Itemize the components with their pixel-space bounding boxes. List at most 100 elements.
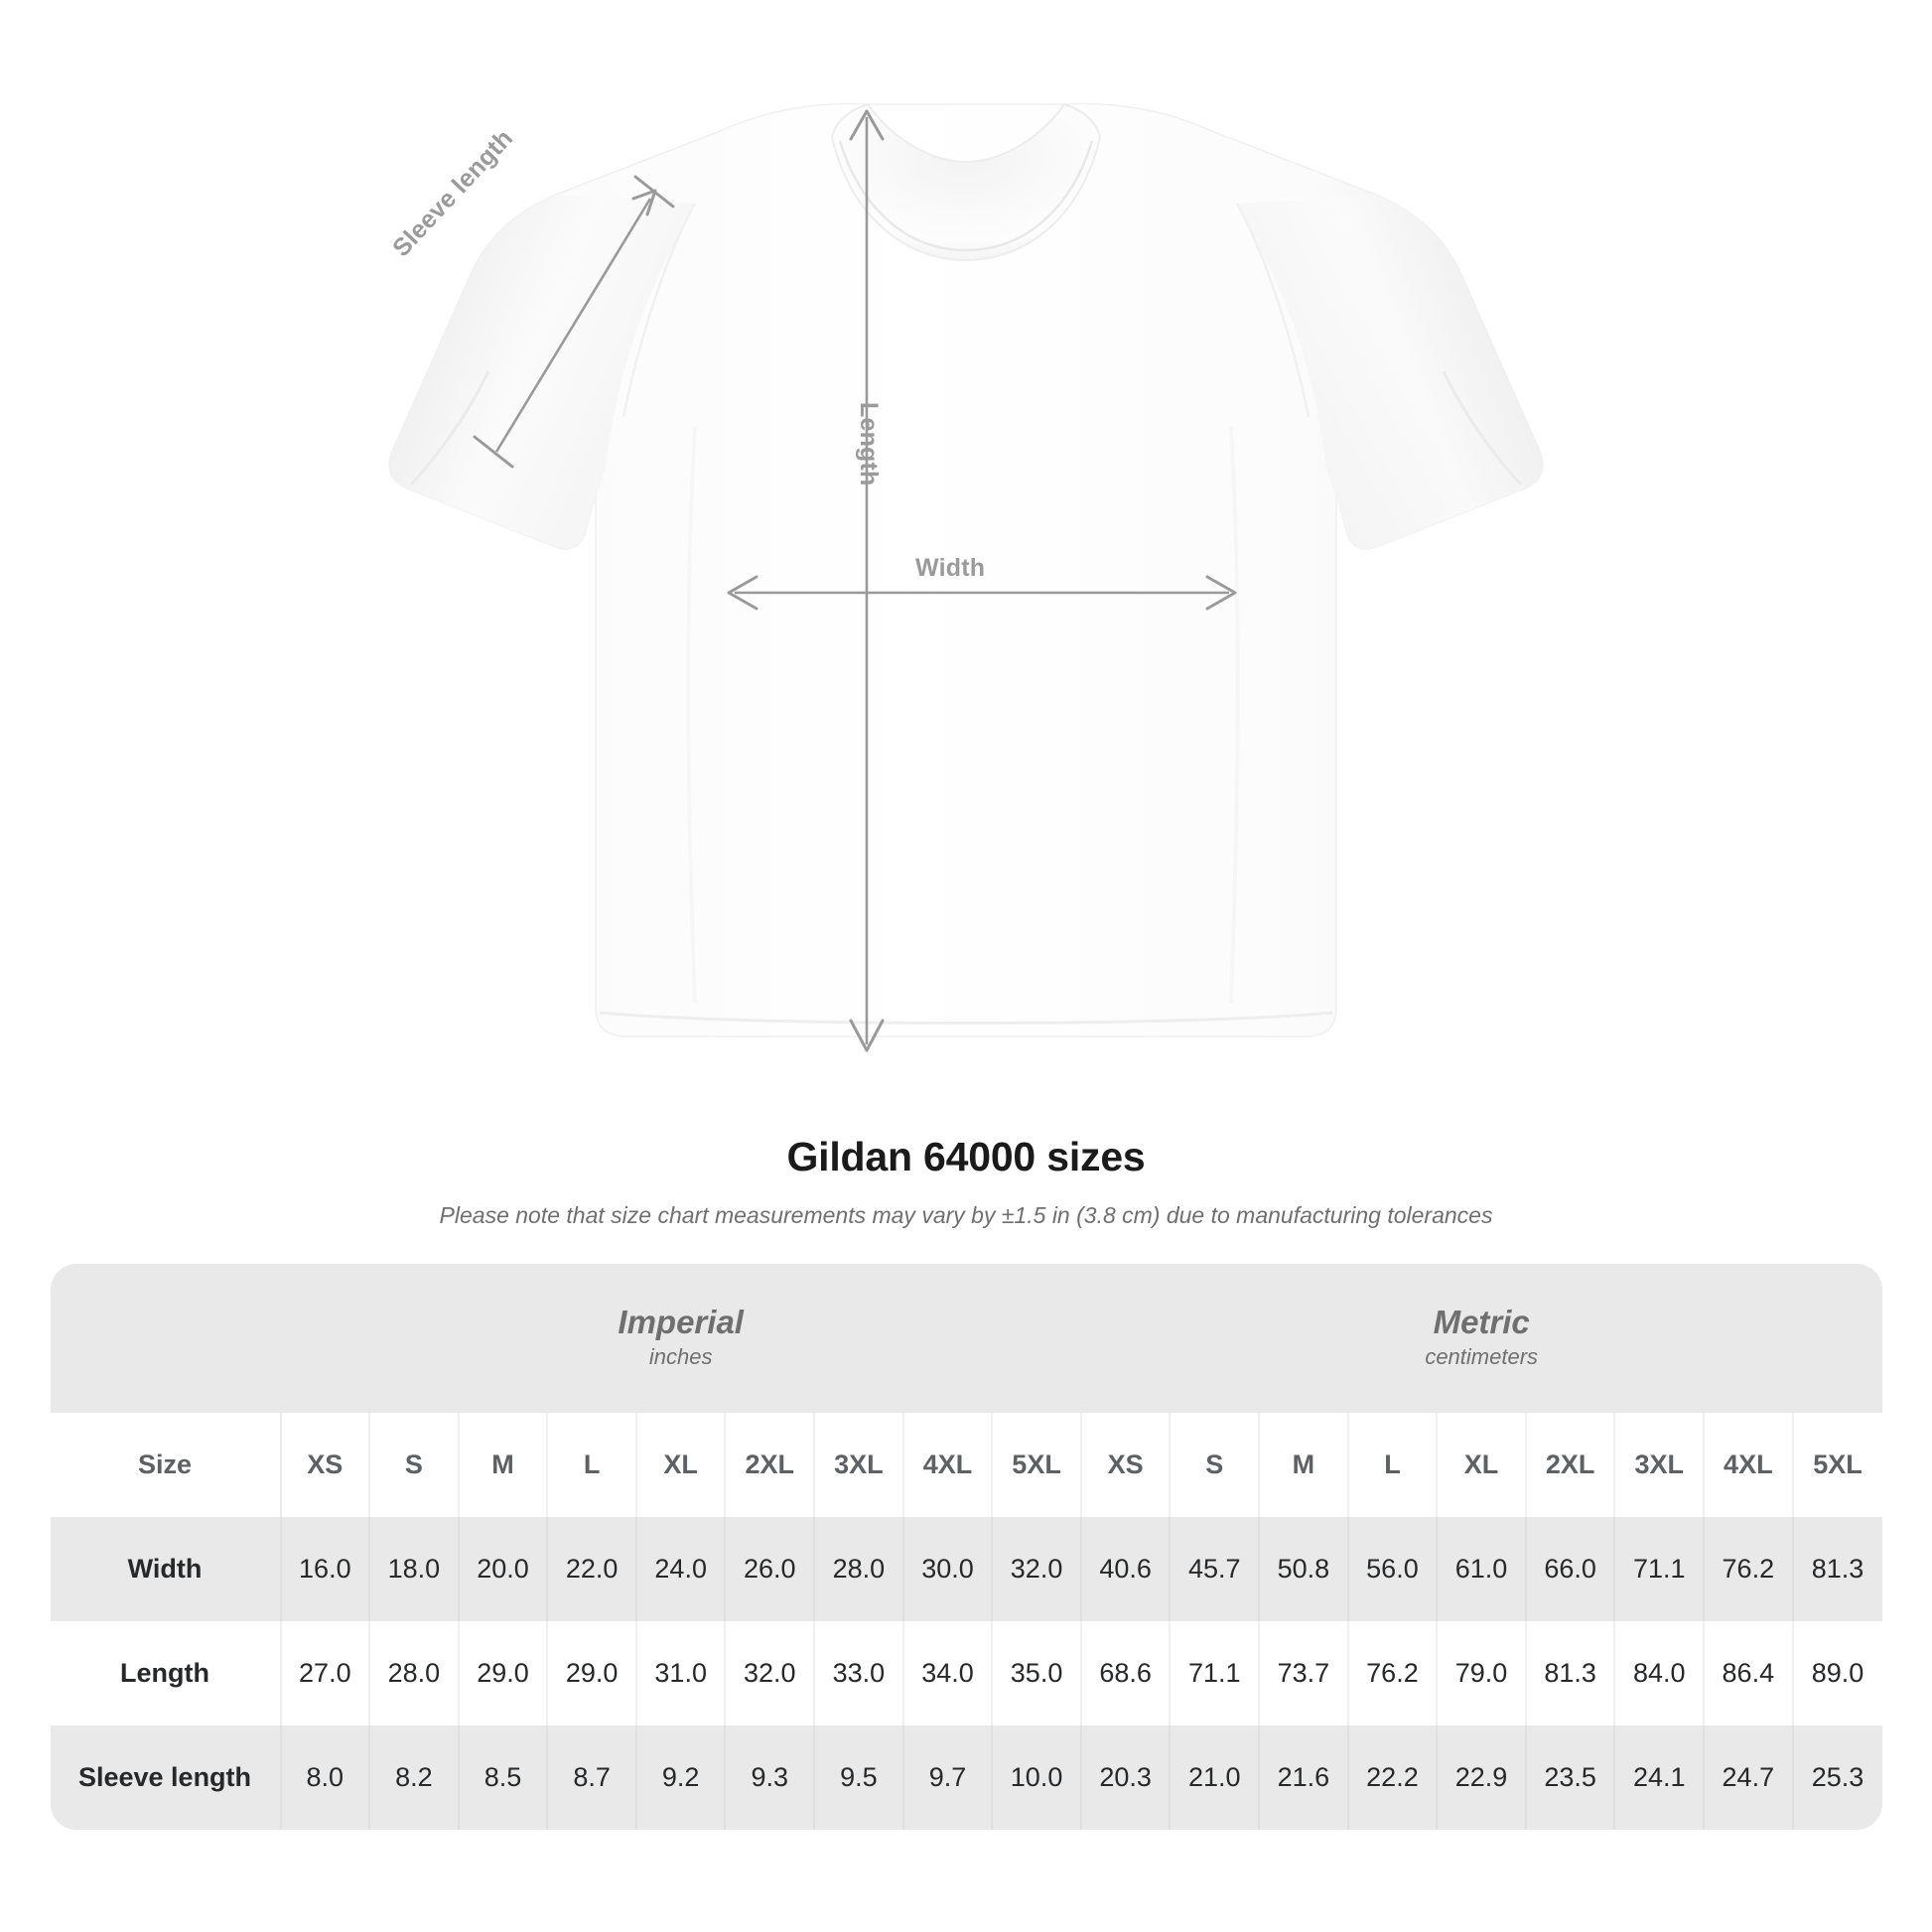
cell-width-met-1: 45.7 [1170,1517,1261,1621]
cell-length-met-0: 68.6 [1080,1621,1172,1725]
header-size-met-1: S [1170,1413,1261,1517]
cell-length-imp-5: 32.0 [725,1621,816,1725]
cell-sleeve-met-5: 23.5 [1525,1725,1616,1830]
unit-imperial-sub: inches [648,1344,713,1370]
header-size-met-8: 5XL [1792,1413,1882,1517]
tolerance-note: Please note that size chart measurements… [439,1202,1493,1228]
measurement-lines [473,109,1237,1052]
cell-width-imp-7: 30.0 [902,1517,994,1621]
cell-length-met-5: 81.3 [1525,1621,1616,1725]
header-size-imp-3: L [547,1413,637,1517]
header-size-imp-7: 4XL [902,1413,994,1517]
cell-width-met-0: 40.6 [1080,1517,1172,1621]
cell-sleeve-met-3: 22.2 [1347,1725,1439,1830]
header-size-met-2: M [1259,1413,1349,1517]
row-label-sleeve-length: Sleeve length [50,1725,282,1830]
header-size-imp-8: 5XL [992,1413,1082,1517]
header-size-imp-0: XS [280,1413,371,1517]
cell-sleeve-imp-6: 9.5 [814,1725,904,1830]
cell-length-met-4: 79.0 [1437,1621,1527,1725]
header-size-met-0: XS [1080,1413,1172,1517]
tshirt-svg [388,102,1544,1052]
cell-length-imp-1: 28.0 [369,1621,460,1725]
cell-length-imp-0: 27.0 [280,1621,371,1725]
table-row-length: Length 27.0 28.0 29.0 29.0 31.0 32.0 33.… [50,1621,1882,1725]
row-label-length: Length [50,1621,282,1725]
cell-width-imp-8: 32.0 [992,1517,1082,1621]
cell-width-imp-3: 22.0 [547,1517,637,1621]
length-label: Length [855,402,883,486]
cell-width-met-6: 71.1 [1614,1517,1706,1621]
tshirt-illustration: Sleeve length Length Width [387,102,1544,1052]
cell-sleeve-imp-4: 9.2 [635,1725,727,1830]
unit-metric-name: Metric [1433,1303,1530,1340]
sleeve-tick-top [633,175,675,208]
cell-length-met-8: 89.0 [1792,1621,1882,1725]
size-header-row: Size XS S M L XL 2XL 3XL 4XL 5XL XS S M … [50,1413,1882,1517]
header-size-imp-6: 3XL [814,1413,904,1517]
sleeve-line [494,198,652,453]
header-size-imp-2: M [458,1413,549,1517]
header-size-met-6: 3XL [1614,1413,1706,1517]
cell-sleeve-imp-7: 9.7 [902,1725,994,1830]
cell-width-met-5: 66.0 [1525,1517,1616,1621]
cell-length-imp-3: 29.0 [547,1621,637,1725]
unit-imperial-cell: Imperial inches [280,1264,1081,1413]
header-size-imp-4: XL [635,1413,727,1517]
cell-length-imp-6: 33.0 [814,1621,904,1725]
cell-sleeve-met-4: 22.9 [1437,1725,1527,1830]
length-arrow-top [849,109,885,141]
cell-width-imp-1: 18.0 [369,1517,460,1621]
cell-width-imp-6: 28.0 [814,1517,904,1621]
unit-metric-sub: centimeters [1425,1344,1539,1370]
tshirt-shape [388,102,1544,1037]
cell-width-imp-0: 16.0 [280,1517,371,1621]
header-size-imp-1: S [369,1413,460,1517]
unit-spacer-cell [50,1264,281,1413]
cell-length-imp-4: 31.0 [635,1621,727,1725]
header-size-met-3: L [1347,1413,1439,1517]
header-size-label: Size [50,1413,282,1517]
cell-width-met-4: 61.0 [1437,1517,1527,1621]
cell-width-met-3: 56.0 [1347,1517,1439,1621]
cell-sleeve-met-8: 25.3 [1792,1725,1882,1830]
cell-length-imp-7: 34.0 [902,1621,994,1725]
cell-sleeve-imp-2: 8.5 [458,1725,549,1830]
width-arrow-right [1205,575,1237,611]
row-label-width: Width [50,1517,282,1621]
cell-width-met-2: 50.8 [1259,1517,1349,1621]
cell-length-met-1: 71.1 [1170,1621,1261,1725]
header-size-met-7: 4XL [1704,1413,1794,1517]
table-row-sleeve-length: Sleeve length 8.0 8.2 8.5 8.7 9.2 9.3 9.… [50,1725,1882,1830]
sleeve-tick-bottom [473,435,514,469]
cell-length-imp-8: 35.0 [992,1621,1082,1725]
cell-sleeve-imp-0: 8.0 [280,1725,371,1830]
cell-width-met-7: 76.2 [1704,1517,1794,1621]
header-size-imp-5: 2XL [725,1413,816,1517]
cell-length-met-3: 76.2 [1347,1621,1439,1725]
cell-sleeve-met-7: 24.7 [1704,1725,1794,1830]
cell-sleeve-imp-3: 8.7 [547,1725,637,1830]
cell-sleeve-met-6: 24.1 [1614,1725,1706,1830]
cell-sleeve-imp-1: 8.2 [369,1725,460,1830]
unit-header-row: Imperial inches Metric centimeters [50,1264,1882,1413]
length-arrow-bottom [849,1019,885,1052]
cell-length-imp-2: 29.0 [458,1621,549,1725]
cell-sleeve-met-1: 21.0 [1170,1725,1261,1830]
table-row-width: Width 16.0 18.0 20.0 22.0 24.0 26.0 28.0… [50,1517,1882,1621]
header-size-met-5: 2XL [1525,1413,1616,1517]
title-block: Gildan 64000 sizes Please note that size… [0,1112,1932,1229]
size-chart-table-container: Imperial inches Metric centimeters Size … [50,1264,1882,1830]
cell-sleeve-imp-5: 9.3 [725,1725,816,1830]
cell-width-imp-5: 26.0 [725,1517,816,1621]
page-title: Gildan 64000 sizes [786,1134,1146,1179]
unit-metric-cell: Metric centimeters [1080,1264,1882,1413]
cell-length-met-2: 73.7 [1259,1621,1349,1725]
product-diagram: Sleeve length Length Width [387,102,1544,1052]
cell-length-met-6: 84.0 [1614,1621,1706,1725]
cell-width-imp-4: 24.0 [635,1517,727,1621]
cell-sleeve-met-2: 21.6 [1259,1725,1349,1830]
cell-width-imp-2: 20.0 [458,1517,549,1621]
width-arrow-left [727,575,759,611]
cell-length-met-7: 86.4 [1704,1621,1794,1725]
